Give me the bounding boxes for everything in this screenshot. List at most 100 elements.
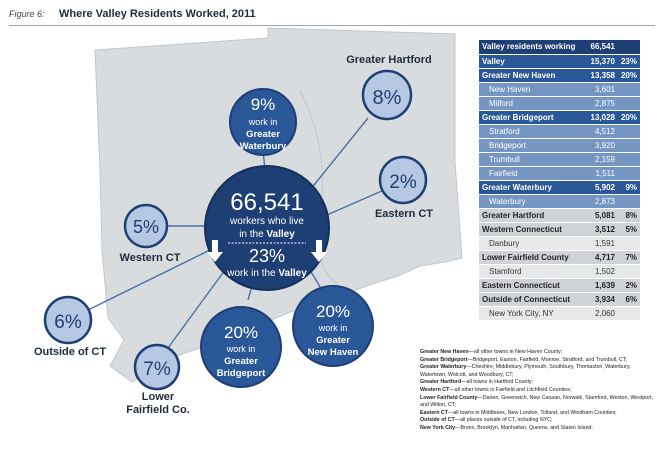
table-cell-value: 2,875 (585, 96, 618, 111)
table-cell-name: Danbury (479, 236, 586, 251)
figure-title: Where Valley Residents Worked, 2011 (59, 8, 256, 20)
eastern-label: Eastern CT (375, 208, 433, 220)
waterbury-pct: 9% (251, 95, 276, 114)
arrow-left-icon (207, 240, 223, 262)
table-cell-value: 15,370 (585, 54, 618, 69)
lowerfairfield-label-1: Lower (142, 391, 175, 403)
table-cell-pct (617, 306, 640, 321)
lowerfairfield-label-2: Fairfield Co. (126, 404, 190, 416)
note-term: Greater Waterbury (420, 364, 467, 371)
note-text: —all other towns in New Haven County; (468, 349, 563, 355)
table-cell-name: New Haven (479, 82, 586, 97)
table-cell-name: Waterbury (479, 194, 586, 209)
newhaven-label-3: New Haven (308, 347, 359, 358)
outside-label: Outside of CT (34, 346, 106, 358)
note-term: New York City (420, 424, 456, 431)
table-cell-pct: 20% (617, 68, 640, 83)
western-label: Western CT (120, 252, 181, 264)
center-work-bold: Valley (278, 268, 307, 279)
center-total: 66,541 (230, 189, 303, 216)
table-cell-name: Valley residents working (479, 40, 586, 55)
note-item: Eastern CT—all towns in Middlesex, New L… (420, 410, 656, 418)
table-cell-value: 2,159 (585, 152, 618, 167)
table-cell-name: Trumbull (479, 152, 586, 167)
table-row: Eastern Connecticut 1,639 2% (479, 278, 640, 293)
table-row: New Haven 3,601 (479, 82, 640, 97)
note-item: Greater Bridgeport—Bridgeport, Easton, F… (420, 357, 656, 365)
newhaven-label-1: work in (318, 323, 348, 333)
table-cell-value: 5,081 (585, 208, 618, 223)
table-cell-value: 4,512 (585, 124, 618, 139)
table-cell-name: Outside of Connecticut (479, 292, 586, 307)
note-item: Greater New Haven—all other towns in New… (420, 349, 656, 357)
table-cell-value: 1,502 (585, 264, 618, 279)
definitions-notes: Greater New Haven—all other towns in New… (420, 349, 656, 433)
table-cell-name: New York City, NY (479, 306, 586, 321)
western-pct: 5% (133, 217, 159, 237)
note-text: —all towns in Hartford County; (461, 379, 534, 386)
note-text: —Darien, Greenwich, New Canaan, Norwalk,… (420, 394, 653, 409)
table-cell-value: 2,873 (585, 194, 618, 209)
node-newhaven: 20% work in Greater New Haven (292, 285, 374, 367)
table-cell-value: 5,902 (585, 180, 618, 195)
table-cell-pct: 6% (617, 292, 640, 307)
table-row: Stratford 4,512 (479, 124, 640, 139)
table-row: Greater New Haven 13,358 20% (479, 68, 640, 83)
node-outside: 6% Outside of CT (34, 295, 106, 358)
table-cell-value: 13,358 (585, 68, 618, 83)
note-text: —all other towns in Fairfield and Litchf… (449, 386, 572, 393)
table-row: Bridgeport 3,920 (479, 138, 640, 153)
hartford-pct: 8% (373, 87, 402, 109)
note-term: Greater Hartford (420, 379, 462, 386)
table-cell-pct: 5% (617, 222, 640, 237)
bridgeport-pct: 20% (224, 323, 258, 342)
table-cell-value: 3,920 (585, 138, 618, 153)
node-waterbury: 9% work in Greater Waterbury (229, 88, 297, 156)
waterbury-label-3: Waterbury (240, 141, 287, 152)
node-eastern: 2% Eastern CT (375, 155, 433, 220)
table-cell-pct: 20% (617, 110, 640, 125)
bridgeport-label-2: Greater (224, 356, 258, 367)
note-item: Greater Waterbury—Cheshire, Middlebury, … (420, 364, 656, 379)
bridgeport-label-3: Bridgeport (217, 368, 266, 379)
note-term: Outside of CT (420, 417, 455, 424)
newhaven-label-2: Greater (316, 335, 350, 346)
node-valley-center: 66,541 workers who live in the Valley 23… (204, 165, 330, 291)
table-cell-value: 2,060 (585, 306, 618, 321)
newhaven-pct: 20% (316, 302, 350, 321)
table-cell-name: Greater New Haven (479, 68, 586, 83)
table-row: Waterbury 2,873 (479, 194, 640, 209)
table-cell-pct: 23% (617, 54, 640, 69)
table-cell-name: Stratford (479, 124, 586, 139)
workers-table-body: Valley residents working 66,541 Valley 15,3… (479, 40, 640, 321)
eastern-pct: 2% (389, 172, 417, 193)
center-line1: workers who live (229, 216, 304, 227)
table-cell-name: Fairfield (479, 166, 586, 181)
table-cell-pct: 8% (617, 208, 640, 223)
table-cell-pct (617, 166, 640, 181)
note-term: Greater New Haven (420, 349, 469, 355)
arrow-right-icon (311, 240, 327, 262)
note-text: —all places outside of CT, including NYC… (454, 417, 553, 424)
table-cell-value: 3,512 (585, 222, 618, 237)
table-row: Danbury 1,591 (479, 236, 640, 251)
figure-header: Figure 6: Where Valley Residents Worked,… (9, 8, 655, 26)
hartford-label: Greater Hartford (346, 54, 432, 66)
table-row: Valley residents working 66,541 (479, 40, 640, 55)
note-text: —Cheshire, Middlebury, Plymouth, Southbu… (420, 364, 631, 378)
table-row: Valley 15,370 23% (479, 54, 640, 69)
table-row: New York City, NY 2,060 (479, 306, 640, 321)
center-line2-bold: Valley (266, 229, 295, 240)
center-work-pre: work in the (226, 268, 276, 279)
table-cell-pct (617, 236, 640, 251)
table-cell-pct: 9% (617, 180, 640, 195)
center-pct: 23% (249, 246, 285, 266)
table-cell-value: 3,934 (585, 292, 618, 307)
table-row: Greater Hartford 5,081 8% (479, 208, 640, 223)
table-row: Greater Waterbury 5,902 9% (479, 180, 640, 195)
table-cell-name: Bridgeport (479, 138, 586, 153)
outside-pct: 6% (54, 312, 82, 333)
note-text: —Bridgeport, Easton, Fairfield, Monroe, … (467, 356, 627, 363)
note-item: New York City—Bronx, Brooklyn, Manhattan… (420, 425, 656, 433)
